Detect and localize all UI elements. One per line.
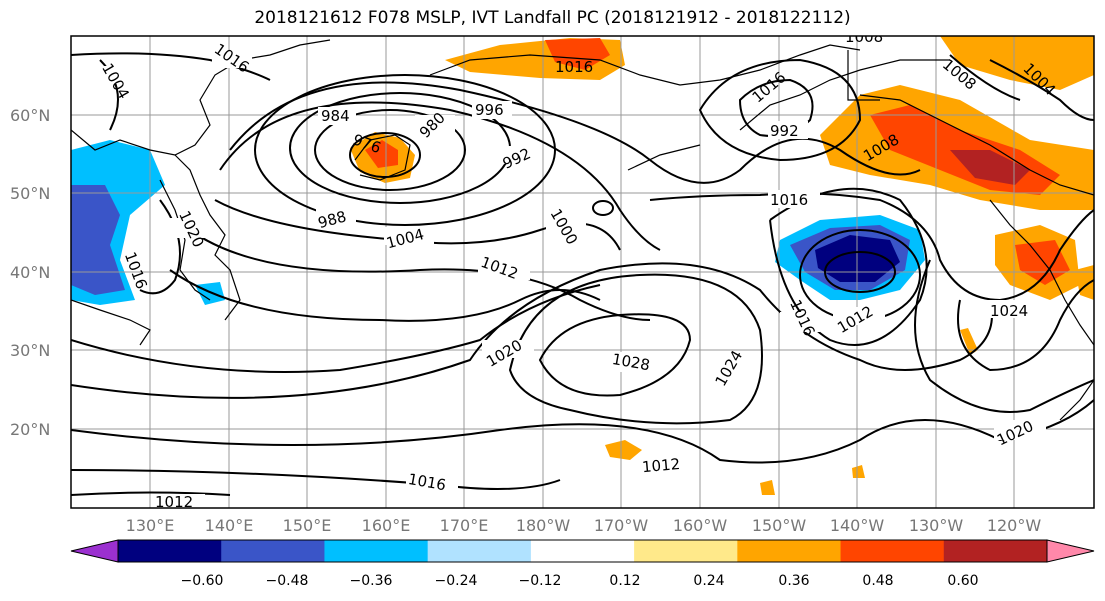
longitude-label: 140°E <box>205 516 254 535</box>
colorbar-tick-label: 0.48 <box>862 573 893 589</box>
isobars <box>71 52 1094 496</box>
longitude-label: 150°W <box>752 516 807 535</box>
colorbar-border <box>117 539 1048 563</box>
latitude-label: 50°N <box>10 184 50 203</box>
latitude-label: 30°N <box>10 341 50 360</box>
contour-label: 1024 <box>990 302 1028 320</box>
ivt-negative-core-asia <box>71 185 125 295</box>
longitude-label: 130°W <box>909 516 964 535</box>
colorbar-tick-label: 0.24 <box>693 573 724 589</box>
ivt-positive-blob-3 <box>852 465 865 478</box>
longitude-label: 120°W <box>987 516 1042 535</box>
ivt-positive-core-siberia <box>545 38 610 70</box>
contour-label: 1012 <box>641 455 681 476</box>
contour-label: 1016 <box>770 191 808 209</box>
colorbar-extend-min <box>70 539 119 563</box>
contour-label-group: 1004 1016 1016 984 980 976 996 992 992 9… <box>97 28 1059 511</box>
contour-label: 996 <box>475 101 504 119</box>
longitude-axis: 130°E 140°E 150°E 160°E 170°E 180°W 170°… <box>126 516 1042 535</box>
latitude-axis: 60°N 50°N 40°N 30°N 20°N <box>10 106 50 439</box>
longitude-label: 170°W <box>594 516 649 535</box>
colorbar-segment <box>737 540 842 562</box>
longitude-label: 130°E <box>126 516 175 535</box>
colorbar-tick-label: −0.48 <box>266 573 309 589</box>
colorbar-tick-label: −0.36 <box>350 573 393 589</box>
contour-label: 992 <box>770 122 799 140</box>
latitude-label: 20°N <box>10 420 50 439</box>
ivt-positive-blob-1 <box>605 440 642 460</box>
colorbar-segment <box>118 540 222 562</box>
longitude-label: 170°E <box>440 516 489 535</box>
colorbar-tick-label: −0.60 <box>181 573 224 589</box>
colorbar-tick-label: 0.60 <box>947 573 978 589</box>
contour-label: 1016 <box>555 58 593 76</box>
map-frame <box>70 35 1095 509</box>
colorbar <box>70 539 1095 563</box>
colorbar-tick-label: 0.12 <box>609 573 640 589</box>
ivt-positive-max-alaska <box>950 150 1030 185</box>
colorbar-tick-label: 0.36 <box>778 573 809 589</box>
colorbar-segment <box>634 540 738 562</box>
longitude-label: 160°E <box>362 516 411 535</box>
contour-label: 1012 <box>155 493 193 511</box>
ivt-positive-region-alaska-north <box>940 36 1094 90</box>
latitude-label: 40°N <box>10 263 50 282</box>
map-title: 2018121612 F078 MSLP, IVT Landfall PC (2… <box>254 8 851 28</box>
colorbar-segment <box>427 540 532 562</box>
colorbar-segment <box>840 540 945 562</box>
colorbar-tick-label: −0.24 <box>435 573 478 589</box>
colorbar-segment <box>943 540 1048 562</box>
colorbar-segment <box>530 540 635 562</box>
ivt-positive-blob-4 <box>960 328 978 355</box>
longitude-label: 180°W <box>516 516 571 535</box>
colorbar-ticks: −0.60 −0.48 −0.36 −0.24 −0.12 0.12 0.24 … <box>181 573 979 589</box>
longitude-label: 140°W <box>830 516 885 535</box>
ivt-positive-blob-2 <box>760 480 775 495</box>
isobar-closed-small <box>592 200 614 216</box>
colorbar-segment <box>221 540 325 562</box>
colorbar-segment <box>324 540 429 562</box>
contour-label: 984 <box>321 107 350 125</box>
coastlines <box>71 39 1094 421</box>
contour-label: 1008 <box>845 28 883 46</box>
longitude-label: 150°E <box>283 516 332 535</box>
ivt-positive-core-west-us <box>1015 240 1070 285</box>
longitude-label: 160°W <box>673 516 728 535</box>
ivt-positive-core-kamchatka <box>365 140 398 168</box>
latitude-label: 60°N <box>10 106 50 125</box>
colorbar-extend-max <box>1046 539 1095 563</box>
colorbar-tick-label: −0.12 <box>519 573 562 589</box>
